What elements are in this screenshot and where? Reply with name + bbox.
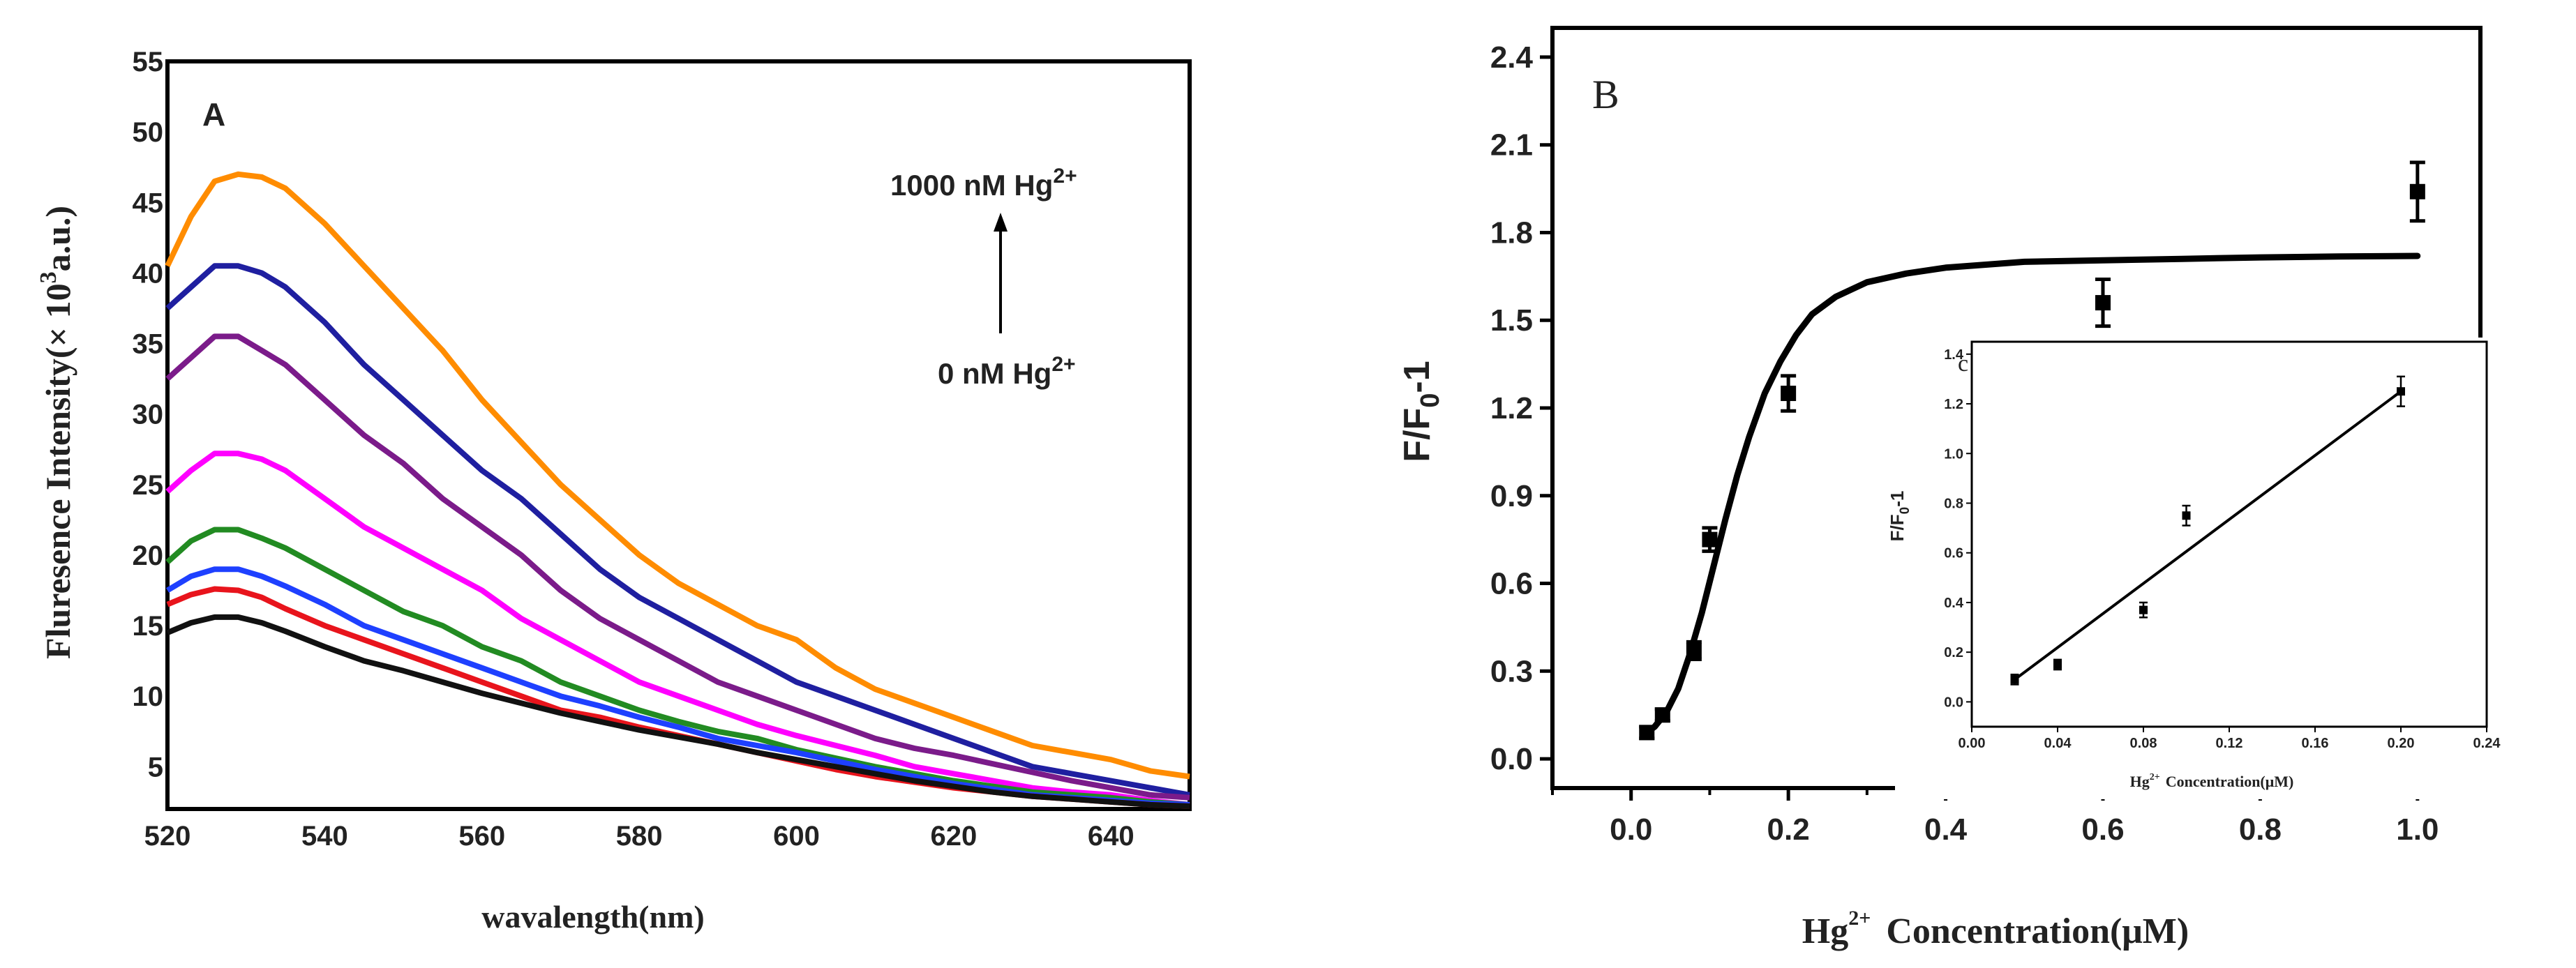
inset-y-tick-label: 1.4 <box>1944 347 1964 363</box>
inset-x-tick-label: 0.16 <box>2302 736 2329 751</box>
data-point <box>1654 707 1670 723</box>
panel-b-y-axis-label: F/F0-1 <box>1397 361 1445 462</box>
panel-b-label: B <box>1592 72 1619 117</box>
y-tick-label: 1.5 <box>1490 303 1533 338</box>
panel-a-x-ticks: 520 540 560 580 600 620 640 <box>144 821 1135 852</box>
series-line-1 <box>165 171 1190 780</box>
x-tick-label: 0.0 <box>1610 812 1652 847</box>
x-tick-label: 0.4 <box>1924 812 1968 847</box>
y-tick-label: 0.3 <box>1490 654 1533 688</box>
panel-a-y-axis-label: Fluresence Intensity(× 103a.u.) <box>36 206 77 659</box>
inset-x-tick-label: 0.20 <box>2388 736 2415 751</box>
inset-y-tick-label: 0.0 <box>1944 695 1963 710</box>
x-tick-label: 600 <box>773 821 820 852</box>
inset-c-label: c <box>1958 351 1968 377</box>
inset-c-x-ticks: 0.00 0.04 0.08 0.12 0.16 0.20 0.24 <box>1959 727 2501 751</box>
inset-data-point <box>2053 660 2062 669</box>
panel-a-y-ticks: 5 10 15 20 25 30 35 40 45 50 55 <box>133 47 164 782</box>
series-line-5 <box>165 527 1190 808</box>
inset-c-fit-line <box>2014 390 2402 681</box>
x-tick-label: 0.8 <box>2239 812 2282 847</box>
inset-x-tick-label: 0.08 <box>2130 736 2157 751</box>
x-tick-label: 0.2 <box>1767 812 1810 847</box>
y-tick-label: 55 <box>133 47 164 77</box>
y-tick-label: 2.4 <box>1490 40 1534 75</box>
y-tick-label: 40 <box>133 258 164 289</box>
y-tick-label: 0.6 <box>1490 567 1533 601</box>
x-tick-label: 1.0 <box>2396 812 2439 847</box>
y-tick-label: 2.1 <box>1490 128 1533 162</box>
inset-x-tick-label: 0.04 <box>2044 736 2072 751</box>
data-point <box>2409 183 2425 199</box>
data-point <box>1639 725 1655 741</box>
y-tick-label: 0.0 <box>1490 742 1533 776</box>
y-tick-label: 20 <box>133 540 164 571</box>
x-tick-label: 580 <box>616 821 663 852</box>
panel-a-label: A <box>202 96 225 133</box>
data-point <box>1781 386 1797 402</box>
inset-data-point <box>2397 387 2405 396</box>
y-tick-label: 1.2 <box>1490 391 1533 425</box>
annotation-zero-concentration: 0 nM Hg2+ <box>938 353 1076 390</box>
panel-a-x-axis-label: wavalength(nm) <box>481 899 704 935</box>
y-tick-label: 35 <box>133 329 164 360</box>
inset-data-point <box>2182 511 2191 520</box>
panel-a-frame <box>165 59 1192 811</box>
y-tick-label: 15 <box>133 611 164 642</box>
series-line-2 <box>165 263 1190 798</box>
inset-y-tick-label: 1.0 <box>1944 446 1963 462</box>
y-tick-label: 50 <box>133 117 164 148</box>
series-line-3 <box>165 333 1190 801</box>
x-tick-label: 640 <box>1088 821 1135 852</box>
x-tick-label: 520 <box>144 821 191 852</box>
inset-c-y-ticks: 0.0 0.2 0.4 0.6 0.8 1.0 1.2 1.4 <box>1944 347 1972 710</box>
inset-x-tick-label: 0.24 <box>2473 736 2501 751</box>
inset-data-point <box>2010 675 2019 684</box>
inset-y-tick-label: 0.6 <box>1944 546 1963 561</box>
inset-y-tick-label: 1.2 <box>1944 397 1963 412</box>
x-tick-label: 560 <box>458 821 505 852</box>
y-tick-label: 5 <box>148 752 163 782</box>
series-line-4 <box>165 451 1190 808</box>
data-point <box>1686 642 1702 658</box>
y-tick-label: 0.9 <box>1490 479 1533 513</box>
x-tick-label: 0.6 <box>2081 812 2124 847</box>
panel-b-x-axis-label: Hg2+ Concentration(μM) <box>1802 907 2189 951</box>
y-tick-label: 1.8 <box>1490 215 1533 250</box>
inset-y-tick-label: 0.8 <box>1944 496 1963 511</box>
panel-b-data-points <box>1639 160 2425 741</box>
data-point <box>1702 531 1718 547</box>
arrow-up-icon <box>994 213 1008 333</box>
inset-c-data-points <box>2010 375 2405 686</box>
data-point <box>2095 295 2111 311</box>
inset-x-tick-label: 0.12 <box>2216 736 2243 751</box>
panel-b-y-ticks: 0.0 0.3 0.6 0.9 1.2 1.5 1.8 2.1 2.4 <box>1490 40 1552 776</box>
inset-c-y-axis-label: F/F0-1 <box>1887 491 1912 542</box>
inset-data-point <box>2139 605 2148 614</box>
panel-a-series <box>165 171 1190 809</box>
inset-x-tick-label: 0.00 <box>1959 736 1986 751</box>
inset-y-tick-label: 0.4 <box>1944 596 1964 611</box>
inset-c-background <box>1895 338 2491 799</box>
series-line-8 <box>166 614 1190 809</box>
inset-c-x-axis-label: Hg2+ Concentration(μM) <box>2130 772 2294 790</box>
panel-b: 0.0 0.2 0.4 0.6 0.8 1.0 0.0 0.3 0.6 0.9 1.2 1.5 1.8… <box>1397 26 2501 951</box>
x-tick-label: 540 <box>301 821 348 852</box>
y-tick-label: 10 <box>133 681 164 712</box>
x-tick-label: 620 <box>931 821 978 852</box>
y-tick-label: 45 <box>133 188 164 218</box>
inset-y-tick-label: 0.2 <box>1944 645 1963 660</box>
panel-a: 520 540 560 580 600 620 640 510152025303540455… <box>36 47 1192 935</box>
y-tick-label: 25 <box>133 470 164 501</box>
annotation-high-concentration: 1000 nM Hg2+ <box>890 165 1077 202</box>
y-tick-label: 30 <box>133 400 164 430</box>
inset-c: 0.00 0.04 0.08 0.12 0.16 0.20 0.24 0.00.20.40.… <box>1887 338 2501 799</box>
